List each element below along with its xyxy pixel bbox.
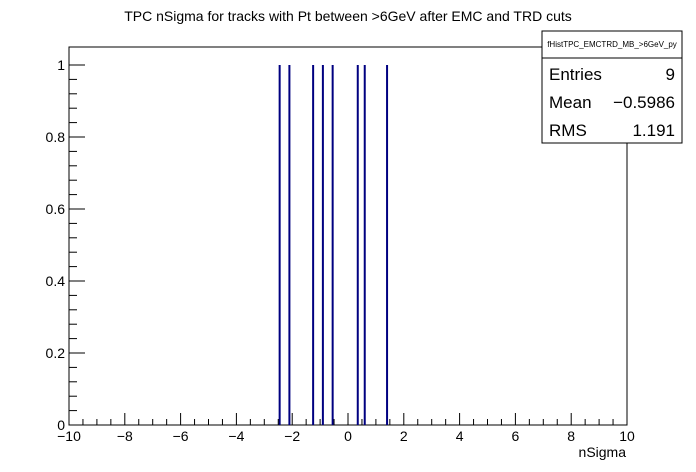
histogram-bars	[278, 65, 389, 425]
x-tick-label: 8	[567, 428, 575, 444]
y-tick-label: 1	[57, 57, 65, 73]
x-tick-label: −6	[173, 428, 189, 444]
x-tick-label: −2	[284, 428, 300, 444]
y-tick-label: 0.4	[46, 273, 66, 289]
y-tick-label: 0.6	[46, 201, 66, 217]
x-tick-label: 2	[400, 428, 408, 444]
stats-rms-value: 1.191	[632, 121, 675, 140]
x-tick-label: 4	[456, 428, 464, 444]
x-axis: −10 −8 −6 −4 −2 0 2 4 6 8 10	[57, 413, 635, 444]
stats-histogram-name: fHistTPC_EMCTRD_MB_>6GeV_py	[547, 40, 677, 49]
x-axis-title: nSigma	[579, 444, 627, 460]
stats-rms-label: RMS	[549, 121, 587, 140]
y-axis: 0 0.2 0.4 0.6 0.8 1	[46, 57, 85, 433]
chart-title: TPC nSigma for tracks with Pt between >6…	[124, 8, 572, 24]
stats-mean-label: Mean	[549, 93, 592, 112]
stats-entries-label: Entries	[549, 65, 602, 84]
x-tick-label: −10	[57, 428, 81, 444]
stats-mean-value: −0.5986	[613, 93, 675, 112]
x-tick-label: 0	[344, 428, 352, 444]
x-tick-label: −4	[228, 428, 244, 444]
x-tick-label: 10	[619, 428, 635, 444]
y-tick-label: 0.8	[46, 129, 66, 145]
x-tick-label: −8	[117, 428, 133, 444]
y-tick-label: 0.2	[46, 345, 66, 361]
stats-box: fHistTPC_EMCTRD_MB_>6GeV_py Entries 9 Me…	[541, 30, 683, 144]
stats-entries-value: 9	[666, 65, 675, 84]
x-tick-label: 6	[512, 428, 520, 444]
y-tick-label: 0	[57, 417, 65, 433]
